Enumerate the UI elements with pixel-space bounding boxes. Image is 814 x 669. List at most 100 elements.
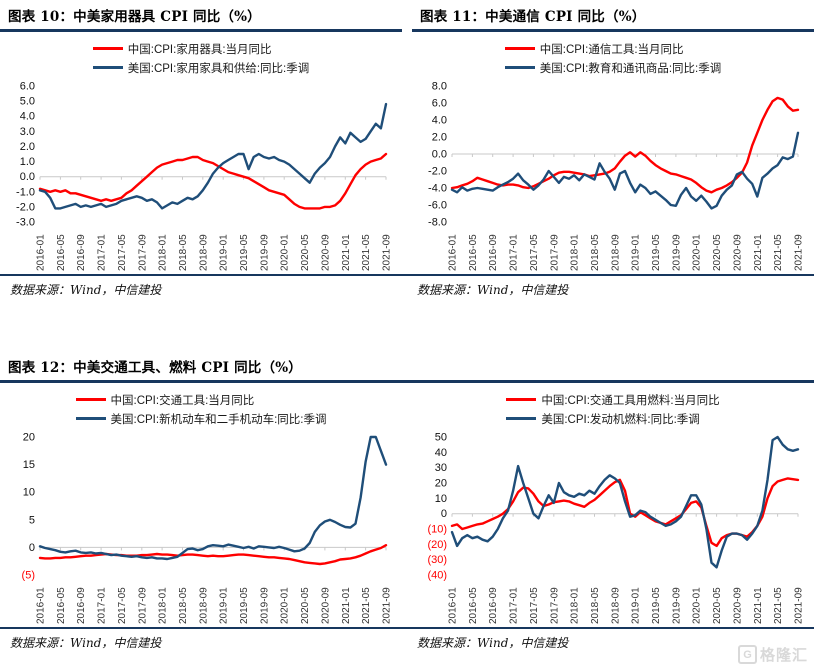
- subpanel-vehicles: 中国:CPI:交通工具:当月同比 美国:CPI:新机动车和二手机动车:同比:季调…: [0, 383, 407, 627]
- svg-text:20: 20: [23, 432, 35, 444]
- svg-text:2020-09: 2020-09: [732, 234, 743, 271]
- svg-text:2020-05: 2020-05: [300, 587, 311, 624]
- source-text: 数据来源：Wind，中信建投: [417, 283, 569, 297]
- svg-text:40: 40: [435, 447, 447, 459]
- svg-text:-2.0: -2.0: [428, 166, 447, 178]
- subpanel-fuel: 中国:CPI:交通工具用燃料:当月同比 美国:CPI:发动机燃料:同比:季调 5…: [407, 383, 814, 627]
- svg-text:2020-01: 2020-01: [280, 587, 291, 624]
- svg-text:2020-05: 2020-05: [300, 234, 311, 271]
- svg-text:2019-09: 2019-09: [671, 234, 682, 271]
- svg-text:-4.0: -4.0: [428, 183, 447, 195]
- svg-text:2020-01: 2020-01: [692, 587, 703, 624]
- svg-text:2018-09: 2018-09: [610, 587, 621, 624]
- legend-item-us: 美国:CPI:新机动车和二手机动车:同比:季调: [75, 409, 326, 428]
- svg-text:2021-01: 2021-01: [341, 234, 352, 271]
- svg-text:2020-09: 2020-09: [320, 587, 331, 624]
- svg-text:10: 10: [23, 487, 35, 499]
- svg-text:2020-01: 2020-01: [692, 234, 703, 271]
- svg-text:2018-05: 2018-05: [590, 587, 601, 624]
- svg-text:2018-01: 2018-01: [158, 234, 169, 271]
- svg-text:(40): (40): [427, 570, 447, 582]
- svg-text:2017-09: 2017-09: [137, 234, 148, 271]
- svg-text:30: 30: [435, 462, 447, 474]
- svg-text:5: 5: [29, 514, 35, 526]
- svg-text:(20): (20): [427, 539, 447, 551]
- svg-text:2019-09: 2019-09: [671, 587, 682, 624]
- svg-text:2018-01: 2018-01: [570, 234, 581, 271]
- svg-text:-8.0: -8.0: [428, 217, 447, 229]
- source-text: 数据来源：Wind，中信建投: [417, 636, 569, 650]
- svg-text:2021-09: 2021-09: [382, 234, 393, 271]
- svg-text:6.0: 6.0: [432, 98, 447, 110]
- svg-text:(30): (30): [427, 554, 447, 566]
- chart10-legend: 中国:CPI:家用器具:当月同比 美国:CPI:家用家具和供给:同比:季调: [0, 39, 402, 77]
- chart10-title: 图表 10：中美家用器具 CPI 同比（%）: [8, 9, 261, 25]
- svg-text:6.0: 6.0: [20, 81, 35, 93]
- svg-text:2016-05: 2016-05: [56, 587, 67, 624]
- legend-item-us: 美国:CPI:教育和通讯商品:同比:季调: [504, 58, 721, 77]
- svg-text:2021-05: 2021-05: [773, 587, 784, 624]
- red-line-marker: [92, 47, 123, 50]
- svg-text:2017-01: 2017-01: [97, 587, 108, 624]
- panel-chart11: 图表 11：中美通信 CPI 同比（%） 中国:CPI:通信工具:当月同比 美国…: [407, 0, 814, 274]
- svg-text:20: 20: [435, 478, 447, 490]
- bottom-chart-row: 中国:CPI:交通工具:当月同比 美国:CPI:新机动车和二手机动车:同比:季调…: [0, 383, 814, 627]
- svg-text:2017-01: 2017-01: [509, 234, 520, 271]
- svg-text:2020-05: 2020-05: [712, 234, 723, 271]
- source-text: 数据来源：Wind，中信建投: [10, 283, 162, 297]
- svg-text:2019-09: 2019-09: [259, 587, 270, 624]
- watermark-text: 格隆汇: [759, 647, 808, 664]
- svg-text:-1.0: -1.0: [16, 186, 35, 198]
- svg-text:2019-05: 2019-05: [239, 234, 250, 271]
- svg-text:4.0: 4.0: [432, 115, 447, 127]
- legend-item-china: 中国:CPI:交通工具:当月同比: [75, 390, 327, 409]
- svg-text:0.0: 0.0: [432, 149, 447, 161]
- svg-text:2019-01: 2019-01: [631, 234, 642, 271]
- chart10-title-rule: [0, 29, 402, 32]
- svg-text:2020-09: 2020-09: [320, 234, 331, 271]
- svg-text:2017-05: 2017-05: [117, 234, 128, 271]
- svg-text:2016-09: 2016-09: [76, 587, 87, 624]
- chart12-left-legend: 中国:CPI:交通工具:当月同比 美国:CPI:新机动车和二手机动车:同比:季调: [0, 390, 402, 428]
- svg-text:2021-01: 2021-01: [753, 234, 764, 271]
- svg-text:2021-09: 2021-09: [794, 234, 805, 271]
- legend-item-china: 中国:CPI:通信工具:当月同比: [504, 39, 721, 58]
- svg-text:8.0: 8.0: [432, 81, 447, 93]
- svg-text:2.0: 2.0: [432, 132, 447, 144]
- svg-text:2016-09: 2016-09: [76, 234, 87, 271]
- blue-line-marker: [92, 66, 123, 69]
- source-text: 数据来源：Wind，中信建投: [10, 636, 162, 650]
- gelonghui-watermark: G 格隆汇: [737, 644, 808, 665]
- svg-text:2018-05: 2018-05: [178, 234, 189, 271]
- svg-text:2.0: 2.0: [20, 141, 35, 153]
- svg-text:2017-05: 2017-05: [529, 234, 540, 271]
- svg-text:(10): (10): [427, 524, 447, 536]
- chart11-legend: 中国:CPI:通信工具:当月同比 美国:CPI:教育和通讯商品:同比:季调: [412, 39, 814, 77]
- red-line-marker: [75, 398, 106, 401]
- svg-text:2021-01: 2021-01: [753, 587, 764, 624]
- line-chart-fuel: 50 40 30 20 10 0 (10) (20) (30) (40)2016-01 2016-0…: [427, 432, 805, 625]
- svg-text:2021-09: 2021-09: [794, 587, 805, 624]
- svg-text:2018-05: 2018-05: [590, 234, 601, 271]
- legend-item-us: 美国:CPI:发动机燃料:同比:季调: [506, 409, 719, 428]
- svg-text:2016-01: 2016-01: [36, 234, 47, 271]
- svg-text:2016-01: 2016-01: [448, 234, 459, 271]
- svg-text:2021-05: 2021-05: [773, 234, 784, 271]
- svg-text:2020-05: 2020-05: [712, 587, 723, 624]
- svg-text:2020-09: 2020-09: [732, 587, 743, 624]
- svg-text:2019-05: 2019-05: [651, 587, 662, 624]
- svg-text:2017-05: 2017-05: [117, 587, 128, 624]
- svg-text:2020-01: 2020-01: [280, 234, 291, 271]
- svg-text:2019-01: 2019-01: [631, 587, 642, 624]
- svg-text:0.0: 0.0: [20, 171, 35, 183]
- legend-item-china: 中国:CPI:家用器具:当月同比: [92, 39, 309, 58]
- svg-text:2018-01: 2018-01: [570, 587, 581, 624]
- svg-text:2018-05: 2018-05: [178, 587, 189, 624]
- svg-text:2016-09: 2016-09: [488, 234, 499, 271]
- svg-text:2018-01: 2018-01: [158, 587, 169, 624]
- svg-text:2016-09: 2016-09: [488, 587, 499, 624]
- svg-text:2021-09: 2021-09: [382, 587, 393, 624]
- svg-text:2016-01: 2016-01: [36, 587, 47, 624]
- svg-text:2021-05: 2021-05: [361, 234, 372, 271]
